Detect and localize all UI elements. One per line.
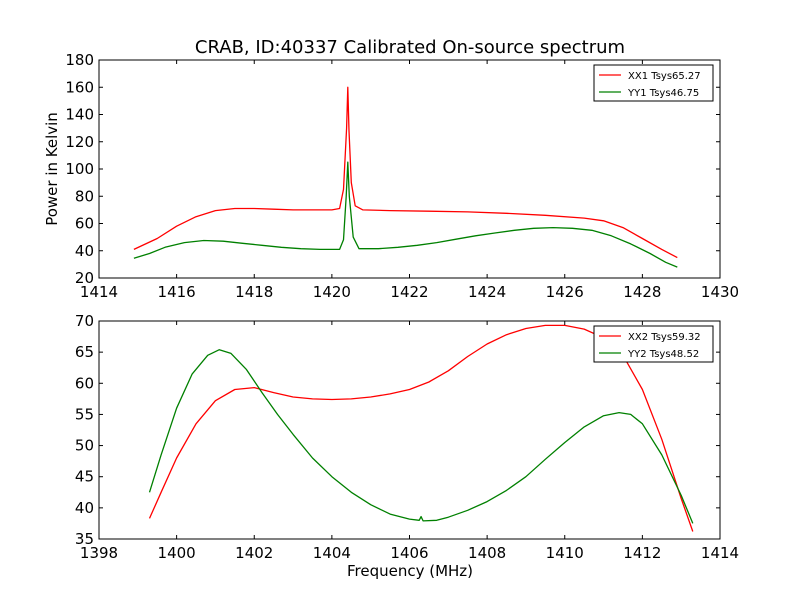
- legend-label: YY1 Tsys46.75: [627, 88, 699, 99]
- y-tick-label: 80: [75, 187, 94, 205]
- y-tick-label: 60: [75, 374, 94, 392]
- y-tick-label: 35: [75, 530, 94, 548]
- x-tick-label: 1400: [158, 544, 196, 562]
- legend-box: [593, 64, 714, 102]
- y-tick-label: 70: [75, 312, 94, 330]
- x-tick-label: 1410: [546, 544, 584, 562]
- bottom-plot: 1398 1400 1402 1404 1406 1408 1410 1412 1414 35 40…: [75, 312, 739, 562]
- x-tick-label: 1414: [80, 283, 118, 301]
- series-line-2: [148, 349, 694, 524]
- series-line-2: [133, 161, 678, 268]
- x-tick-label: 1426: [546, 283, 584, 301]
- legend-label: XX2 Tsys59.32: [628, 332, 701, 343]
- x-tick-label: 1430: [701, 283, 739, 301]
- x-tick-label: 1404: [313, 544, 351, 562]
- x-tick-label: 1422: [390, 283, 428, 301]
- y-tick-label: 100: [65, 160, 94, 178]
- chart-title: CRAB, ID:40337 Calibrated On-source spec…: [195, 37, 625, 58]
- y-tick-label: 50: [75, 437, 94, 455]
- y-tick-label: 20: [75, 269, 94, 287]
- y-tick-label: 160: [65, 78, 94, 96]
- top-plot: 1414 1416 1418 1420 1422 1424 1426 1428 1430 20 40…: [65, 51, 739, 301]
- x-tick-label: 1416: [158, 283, 196, 301]
- x-tick-label: 1412: [623, 544, 661, 562]
- y-tick-label: 55: [75, 405, 94, 423]
- x-tick-label: 1408: [468, 544, 506, 562]
- x-tick-label: 1418: [235, 283, 273, 301]
- y-tick-label: 120: [65, 133, 94, 151]
- series-line-1: [133, 86, 678, 259]
- x-axis-label: Frequency (MHz): [347, 562, 473, 580]
- y-axis-label: Power in Kelvin: [43, 112, 61, 226]
- y-tick-label: 40: [75, 242, 94, 260]
- x-tick-label: 1402: [235, 544, 273, 562]
- x-tick-label: 1406: [390, 544, 428, 562]
- legend-label: YY2 Tsys48.52: [627, 349, 699, 360]
- y-tick-label: 60: [75, 215, 94, 233]
- x-tick-label: 1398: [80, 544, 118, 562]
- y-tick-label: 45: [75, 468, 94, 486]
- y-tick-label: 65: [75, 343, 94, 361]
- legend-label: XX1 Tsys65.27: [628, 71, 701, 82]
- y-tick-label: 140: [65, 106, 94, 124]
- x-tick-label: 1424: [468, 283, 506, 301]
- y-tick-label: 40: [75, 499, 94, 517]
- x-tick-label: 1414: [701, 544, 739, 562]
- x-tick-label: 1420: [313, 283, 351, 301]
- legend-box: [593, 325, 714, 363]
- x-tick-label: 1428: [623, 283, 661, 301]
- y-tick-label: 180: [65, 51, 94, 69]
